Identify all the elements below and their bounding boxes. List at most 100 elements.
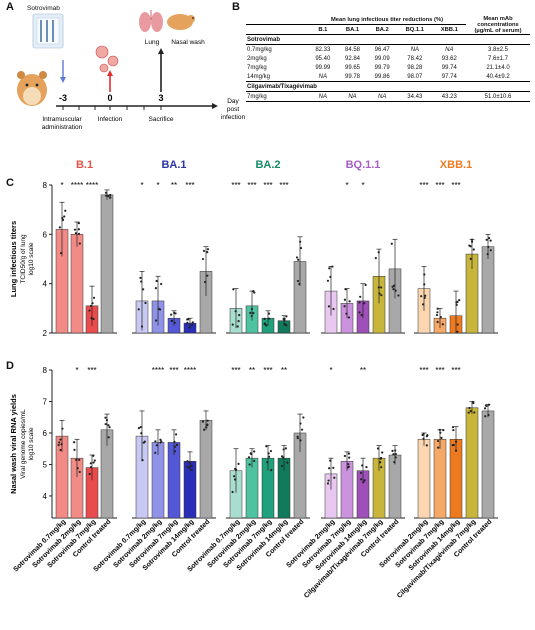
axis-label-infection: infection <box>221 114 246 121</box>
data-point <box>64 209 67 212</box>
significance-mark: *** <box>451 181 460 190</box>
data-point <box>190 323 194 327</box>
data-point <box>360 478 363 481</box>
table-value-cell: 99.78 <box>345 73 361 80</box>
data-point <box>329 459 332 462</box>
data-point <box>253 450 256 453</box>
significance-mark: *** <box>419 366 428 375</box>
data-point <box>137 308 140 311</box>
data-point <box>328 267 331 270</box>
significance-mark: * <box>75 366 78 375</box>
data-point <box>394 456 397 459</box>
data-point <box>374 257 377 260</box>
data-point <box>263 317 266 320</box>
data-point <box>470 240 474 243</box>
data-point <box>425 444 428 447</box>
significance-mark: *** <box>231 366 240 375</box>
data-point <box>467 411 470 414</box>
data-point <box>89 304 93 307</box>
data-point <box>247 456 251 459</box>
data-point <box>376 447 380 450</box>
data-point <box>455 303 458 306</box>
data-point <box>174 433 178 436</box>
data-point <box>186 318 189 321</box>
data-point <box>76 467 79 470</box>
data-point <box>104 422 107 426</box>
data-point <box>90 317 93 320</box>
data-point <box>234 468 238 471</box>
data-point <box>485 404 488 408</box>
data-point <box>442 429 445 432</box>
data-point <box>267 455 271 458</box>
significance-mark: **** <box>71 181 83 190</box>
data-point <box>469 409 472 413</box>
data-point <box>361 464 364 467</box>
data-point <box>77 222 80 225</box>
data-point <box>296 435 299 438</box>
table-dose-cell: 7mg/kg <box>247 64 267 71</box>
data-point <box>280 455 284 458</box>
data-point <box>347 316 351 319</box>
syringe-icon <box>32 13 64 49</box>
data-point <box>346 466 350 469</box>
data-point <box>78 470 81 474</box>
table-dose-cell: 7mg/kg <box>246 91 308 102</box>
data-point <box>468 406 471 410</box>
data-point <box>296 279 300 283</box>
variant-header: BQ.1.1 <box>346 159 381 171</box>
data-point <box>347 463 350 466</box>
tick-minus3: -3 <box>59 93 67 103</box>
data-point <box>435 313 439 317</box>
data-point <box>439 316 442 319</box>
data-point <box>282 448 285 451</box>
data-point <box>202 249 206 253</box>
data-point <box>105 419 109 422</box>
data-point <box>173 445 177 448</box>
table-value-cell: NA <box>337 91 368 102</box>
significance-mark: * <box>329 366 332 375</box>
data-point <box>232 288 235 291</box>
table-value-cell: NA <box>318 73 327 80</box>
table-value-cell: 99.65 <box>345 64 361 71</box>
data-point <box>381 451 384 454</box>
nasal-rna-chart: 4 5 6 7 8 Nasal wash viral RNA yields Viral ge… <box>9 366 498 600</box>
y-tick-label: 8 <box>43 181 48 190</box>
data-point <box>472 248 475 251</box>
data-point <box>265 324 268 327</box>
data-point <box>188 326 191 329</box>
data-point <box>236 325 239 328</box>
data-point <box>75 458 78 461</box>
data-point <box>89 466 92 469</box>
data-point <box>60 251 63 255</box>
data-point <box>188 461 191 464</box>
data-point <box>140 325 144 328</box>
table-value-cell: NA <box>308 91 338 102</box>
data-point <box>159 438 162 441</box>
admin-arrow-head <box>60 77 66 83</box>
hamster-small-icon <box>167 14 195 30</box>
data-point <box>300 428 304 431</box>
data-point <box>61 218 65 222</box>
sample-lung-label: Lung <box>145 39 160 46</box>
data-point <box>157 307 160 310</box>
data-point <box>489 239 492 242</box>
y-tick-label: 4 <box>43 492 48 501</box>
data-point <box>469 245 472 248</box>
event-im-line1: Intramuscular <box>42 116 82 123</box>
significance-mark: *** <box>247 181 256 190</box>
data-point <box>358 301 361 304</box>
timeline-ticks <box>62 106 162 110</box>
data-point <box>380 466 383 469</box>
data-point <box>470 238 474 241</box>
table-value-cell: 99.79 <box>374 64 390 71</box>
data-point <box>472 401 475 405</box>
data-point <box>170 313 173 316</box>
data-point <box>238 313 241 317</box>
significance-mark: * <box>140 181 143 190</box>
significance-mark: * <box>156 181 159 190</box>
table-value-cell: 34.43 <box>397 91 433 102</box>
data-point <box>394 449 397 452</box>
data-point <box>73 448 76 452</box>
bar <box>417 439 431 519</box>
data-point <box>285 324 288 327</box>
